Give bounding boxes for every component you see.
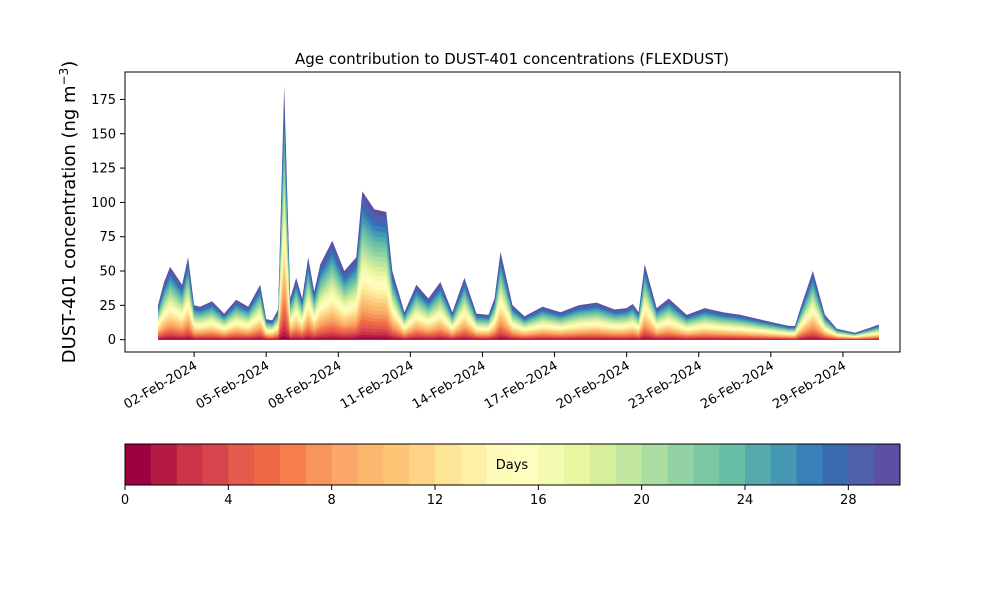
colorbar-bin: [305, 444, 333, 485]
age-layer-24: [158, 137, 879, 340]
colorbar-bin: [667, 444, 694, 485]
age-layer-1: [158, 331, 879, 340]
colorbar-bin: [486, 444, 513, 485]
colorbar-ticks: 0 4 8 12 16 20 24 28: [121, 485, 857, 508]
colorbar-bin: [770, 444, 798, 485]
x-axis: 02-Feb-202405-Feb-202408-Feb-202411-Feb-…: [122, 352, 849, 412]
age-layer-4: [158, 312, 879, 340]
colorbar-bin: [150, 444, 178, 485]
area-chart: Age contribution to DUST-401 concentrati…: [57, 50, 901, 412]
colorbar-bin: [564, 444, 591, 485]
colorbar-tick-label: 16: [530, 493, 547, 508]
x-tick-label: 02-Feb-2024: [122, 358, 201, 412]
y-tick-label: 100: [91, 196, 116, 211]
colorbar-tick-label: 20: [633, 493, 650, 508]
colorbar-bin: [331, 444, 358, 485]
colorbar-bin: [357, 444, 384, 485]
age-layer-2: [158, 325, 879, 340]
colorbar-bin: [280, 444, 307, 485]
x-tick-label: 08-Feb-2024: [266, 358, 345, 412]
colorbar-tick-label: 4: [224, 493, 232, 508]
colorbar-bin: [228, 444, 255, 485]
x-tick-label: 05-Feb-2024: [194, 358, 273, 412]
colorbar-bin: [693, 444, 720, 485]
colorbar-bin: [822, 444, 849, 485]
colorbar-bin: [202, 444, 229, 485]
x-tick-label: 20-Feb-2024: [554, 358, 633, 412]
colorbar-tick-label: 12: [427, 493, 444, 508]
colorbar-bins: [125, 444, 901, 485]
colorbar-tick-label: 24: [737, 493, 754, 508]
y-tick-label: 50: [99, 265, 116, 280]
x-tick-label: 23-Feb-2024: [626, 358, 705, 412]
age-layer-27: [158, 106, 879, 340]
x-tick-label: 29-Feb-2024: [770, 358, 849, 412]
colorbar-bin: [848, 444, 875, 485]
age-layer-29: [158, 85, 879, 340]
plot-frame: [124, 71, 901, 353]
colorbar-tick-label: 28: [840, 493, 857, 508]
x-tick-label: 14-Feb-2024: [410, 358, 489, 412]
colorbar-bin: [719, 444, 746, 485]
colorbar-bin: [745, 444, 772, 485]
x-tick-label: 17-Feb-2024: [482, 358, 561, 412]
age-layer-28: [158, 96, 879, 340]
stacked-area-layers: [158, 85, 879, 340]
age-layer-25: [158, 127, 879, 340]
colorbar-bin: [590, 444, 617, 485]
age-layer-26: [158, 117, 879, 340]
x-tick-label: 11-Feb-2024: [338, 358, 417, 412]
colorbar-tick-label: 8: [328, 493, 336, 508]
colorbar-bin: [874, 444, 901, 485]
colorbar-bin: [383, 444, 410, 485]
y-tick-label: 150: [91, 127, 116, 142]
colorbar-bin: [125, 444, 152, 485]
colorbar-bin: [796, 444, 823, 485]
colorbar-bin: [512, 444, 539, 485]
colorbar-label: Days: [496, 458, 529, 473]
colorbar-bin: [615, 444, 643, 485]
colorbar-bin: [460, 444, 488, 485]
colorbar-tick-label: 0: [121, 493, 129, 508]
y-tick-label: 0: [108, 333, 116, 348]
colorbar-bin: [176, 444, 203, 485]
age-layer-0: [158, 336, 879, 340]
chart-title: Age contribution to DUST-401 concentrati…: [295, 50, 729, 68]
colorbar-bin: [435, 444, 462, 485]
colorbar-bin: [254, 444, 281, 485]
colorbar-bin: [538, 444, 565, 485]
y-axis: 0 25 50 75 100 125 150 175: [91, 93, 125, 348]
colorbar: Days 0 4 8 12 16 20 24 28: [121, 443, 901, 508]
y-axis-label: DUST-401 concentration (ng m−3): [57, 61, 80, 364]
colorbar-bin: [409, 444, 436, 485]
age-layer-23: [158, 147, 879, 340]
colorbar-bin: [641, 444, 668, 485]
y-tick-label: 125: [91, 162, 116, 177]
colorbar-frame: [124, 443, 901, 486]
y-tick-label: 75: [99, 230, 116, 245]
y-tick-label: 25: [99, 299, 116, 314]
y-tick-label: 175: [91, 93, 116, 108]
age-layer-3: [158, 319, 879, 340]
x-tick-label: 26-Feb-2024: [698, 358, 777, 412]
